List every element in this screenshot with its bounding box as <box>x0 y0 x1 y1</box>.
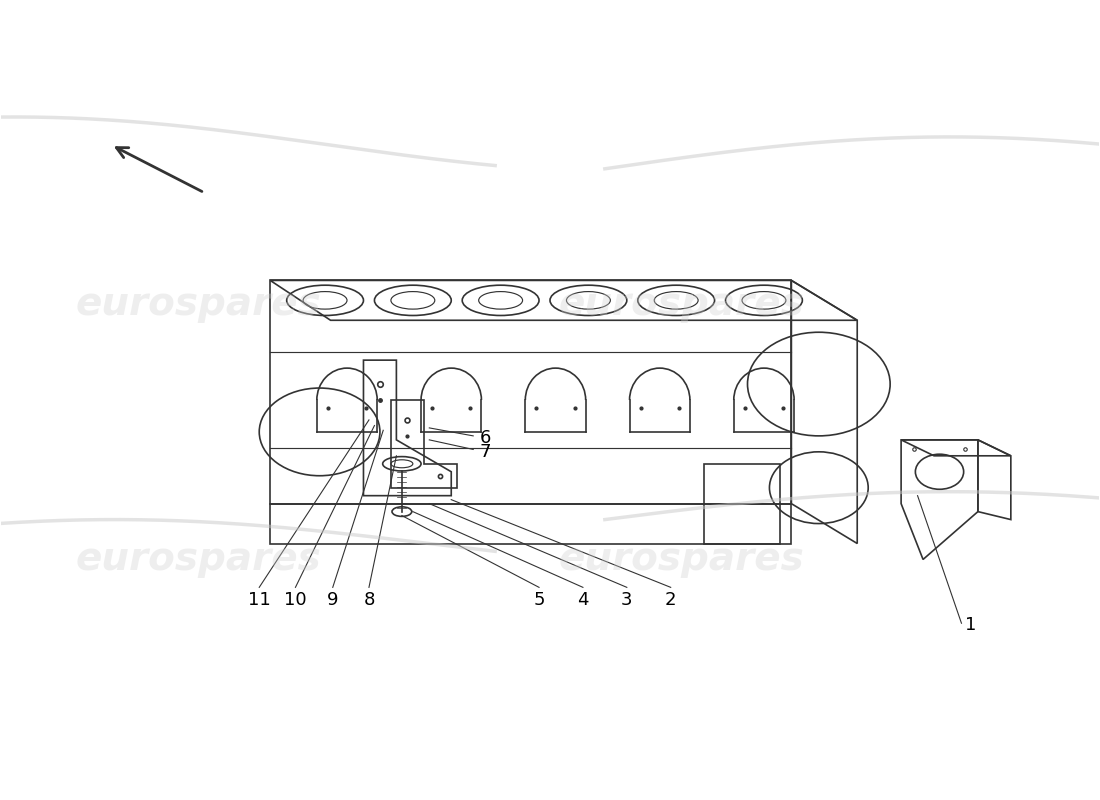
Text: 4: 4 <box>578 591 588 610</box>
Text: eurospares: eurospares <box>559 286 804 323</box>
Text: 3: 3 <box>621 591 632 610</box>
Text: 9: 9 <box>327 591 339 610</box>
Text: 10: 10 <box>284 591 307 610</box>
Text: eurospares: eurospares <box>76 541 322 578</box>
Text: 1: 1 <box>965 616 976 634</box>
Text: 8: 8 <box>363 591 375 610</box>
Text: 11: 11 <box>248 591 271 610</box>
Text: 2: 2 <box>664 591 676 610</box>
Text: 7: 7 <box>480 443 492 461</box>
Text: eurospares: eurospares <box>76 286 322 323</box>
Text: eurospares: eurospares <box>559 541 804 578</box>
Text: 5: 5 <box>534 591 544 610</box>
Text: 6: 6 <box>480 430 492 447</box>
